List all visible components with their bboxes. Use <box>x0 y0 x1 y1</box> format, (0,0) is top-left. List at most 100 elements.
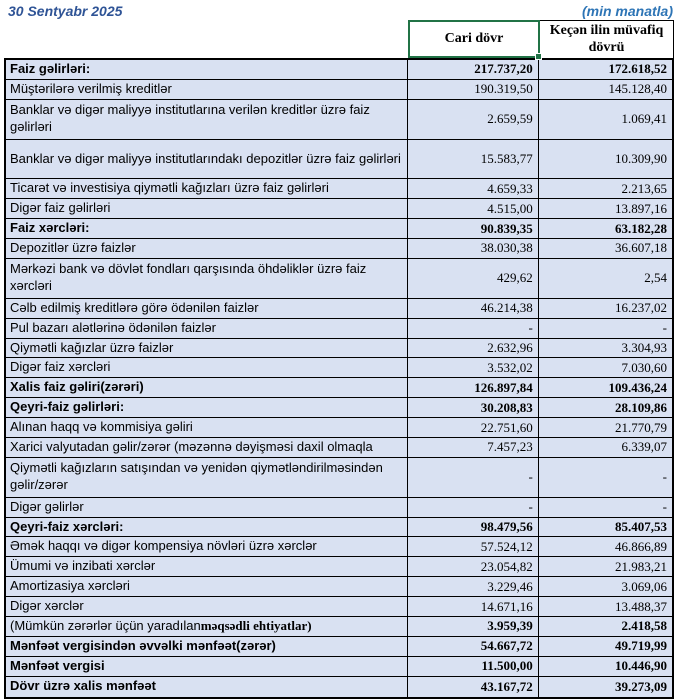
row-label-cell[interactable]: Müştərilərə verilmiş kreditlər <box>6 79 408 99</box>
row-label-cell[interactable]: Cəlb edilmiş kreditlərə görə ödənilən fa… <box>6 298 408 318</box>
column-header-row: Cari dövr Keçən ilin müvafiq dövrü <box>4 20 674 60</box>
previous-period-cell[interactable]: 85.407,53 <box>538 517 672 537</box>
row-label-cell[interactable]: Dövr üzrə xalis mənfəət <box>6 676 408 697</box>
previous-period-cell[interactable]: 21.770,79 <box>538 418 672 437</box>
current-period-cell[interactable]: 54.667,72 <box>407 636 539 656</box>
row-label-cell[interactable]: Xalis faiz gəliri(zərəri) <box>6 378 408 398</box>
previous-period-cell[interactable]: 49.719,99 <box>538 636 672 656</box>
row-label-cell[interactable]: Qeyri-faiz gəlirləri: <box>6 398 408 418</box>
previous-period-cell[interactable]: 13.488,37 <box>538 597 672 616</box>
current-period-cell[interactable]: 429,62 <box>407 258 539 298</box>
previous-period-cell[interactable]: 3.304,93 <box>538 338 672 358</box>
report-date: 30 Sentyabr 2025 <box>8 3 123 19</box>
row-label-cell[interactable]: Qiymətli kağızlar üzrə faizlər <box>6 338 408 358</box>
current-period-cell[interactable]: 2.632,96 <box>407 338 539 358</box>
row-label-cell[interactable]: Xarici valyutadan gəlir/zərər (məzənnə d… <box>6 437 408 457</box>
row-label-cell[interactable]: Əmək haqqı və digər kompensiya növləri ü… <box>6 537 408 557</box>
row-label-cell[interactable]: Alınan haqq və kommisiya gəliri <box>6 418 408 437</box>
table-row: Banklar və digər maliyyə institutlarında… <box>6 139 672 180</box>
row-label-cell[interactable]: Faiz xərcləri: <box>6 219 408 239</box>
row-label-cell[interactable]: Digər faiz gəlirləri <box>6 199 408 219</box>
previous-period-cell[interactable]: 109.436,24 <box>538 378 672 398</box>
column-header-current-label: Cari dövr <box>444 30 504 46</box>
previous-period-cell[interactable]: 172.618,52 <box>538 60 672 79</box>
previous-period-cell[interactable]: 10.309,90 <box>538 139 672 179</box>
previous-period-cell[interactable]: 2.213,65 <box>538 179 672 199</box>
previous-period-cell[interactable]: - <box>538 318 672 338</box>
current-period-cell[interactable]: 3.229,46 <box>407 577 539 597</box>
previous-period-cell[interactable]: 1.069,41 <box>538 99 672 139</box>
current-period-cell[interactable]: 126.897,84 <box>407 378 539 398</box>
current-period-cell[interactable]: 4.659,33 <box>407 179 539 199</box>
current-period-cell[interactable]: 43.167,72 <box>407 676 539 697</box>
income-statement-table: Cari dövr Keçən ilin müvafiq dövrü Faiz … <box>4 20 674 699</box>
column-header-current[interactable]: Cari dövr <box>408 20 542 60</box>
previous-period-cell[interactable]: 36.607,18 <box>538 239 672 258</box>
row-label-cell[interactable]: (Mümkün zərərlər üçün yaradılan məqsədli… <box>6 617 408 636</box>
current-period-cell[interactable]: 3.532,02 <box>407 358 539 378</box>
previous-period-cell[interactable]: 10.446,90 <box>538 656 672 676</box>
row-label-cell[interactable]: Digər xərclər <box>6 597 408 616</box>
table-row: Qeyri-faiz gəlirləri: 30.208,83 28.109,86 <box>6 398 672 419</box>
current-period-cell[interactable]: 3.959,39 <box>407 617 539 636</box>
row-label-cell[interactable]: Mənfəət vergisi <box>6 656 408 676</box>
previous-period-cell[interactable]: 7.030,60 <box>538 358 672 378</box>
current-period-cell[interactable]: 2.659,59 <box>407 99 539 139</box>
row-label-cell[interactable]: Pul bazarı alətlərinə ödənilən faizlər <box>6 318 408 338</box>
row-label-cell[interactable]: Mərkəzi bank və dövlət fondları qarşısın… <box>6 258 408 298</box>
current-period-cell[interactable]: - <box>407 318 539 338</box>
current-period-cell[interactable]: 4.515,00 <box>407 199 539 219</box>
current-period-cell[interactable]: 190.319,50 <box>407 79 539 99</box>
previous-period-cell[interactable]: 145.128,40 <box>538 79 672 99</box>
table-row: Faiz xərcləri: 90.839,35 63.182,28 <box>6 219 672 240</box>
current-period-cell[interactable]: 98.479,56 <box>407 517 539 537</box>
selection-fill-handle[interactable] <box>535 53 542 60</box>
row-label-cell[interactable]: Ümumi və inzibati xərclər <box>6 557 408 577</box>
current-period-cell[interactable]: 11.500,00 <box>407 656 539 676</box>
current-period-cell[interactable]: 7.457,23 <box>407 437 539 457</box>
previous-period-cell[interactable]: 6.339,07 <box>538 437 672 457</box>
previous-period-cell[interactable]: 13.897,16 <box>538 199 672 219</box>
table-row: Ümumi və inzibati xərclər 23.054,82 21.983… <box>6 557 672 578</box>
previous-period-cell[interactable]: - <box>538 497 672 517</box>
row-label-cell[interactable]: Mənfəət vergisindən əvvəlki mənfəət(zərə… <box>6 636 408 656</box>
current-period-cell[interactable]: 57.524,12 <box>407 537 539 557</box>
current-period-cell[interactable]: 38.030,38 <box>407 239 539 258</box>
current-period-cell[interactable]: - <box>407 497 539 517</box>
table-row: Qiymətli kağızlar üzrə faizlər 2.632,96 3.… <box>6 338 672 359</box>
row-label-cell[interactable]: Banklar və digər maliyyə institutlarında… <box>6 139 408 179</box>
current-period-cell[interactable]: 15.583,77 <box>407 139 539 179</box>
previous-period-cell[interactable]: 28.109,86 <box>538 398 672 418</box>
previous-period-cell[interactable]: 3.069,06 <box>538 577 672 597</box>
current-period-cell[interactable]: 30.208,83 <box>407 398 539 418</box>
current-period-cell[interactable]: 23.054,82 <box>407 557 539 577</box>
current-period-cell[interactable]: 90.839,35 <box>407 219 539 239</box>
previous-period-cell[interactable]: 16.237,02 <box>538 298 672 318</box>
current-period-cell[interactable]: 46.214,38 <box>407 298 539 318</box>
row-label-cell[interactable]: Digər faiz xərcləri <box>6 358 408 378</box>
current-period-cell[interactable]: 22.751,60 <box>407 418 539 437</box>
row-label-cell[interactable]: Depozitlər üzrə faizlər <box>6 239 408 258</box>
table-row: Digər xərclər 14.671,16 13.488,37 <box>6 597 672 617</box>
previous-period-cell[interactable]: - <box>538 457 672 497</box>
previous-period-cell[interactable]: 63.182,28 <box>538 219 672 239</box>
column-header-previous[interactable]: Keçən ilin müvafiq dövrü <box>540 20 674 58</box>
row-label-cell[interactable]: Qiymətli kağızların satışından və yenidə… <box>6 457 408 497</box>
row-label-cell[interactable]: Amortizasiya xərcləri <box>6 577 408 597</box>
previous-period-cell[interactable]: 39.273,09 <box>538 676 672 697</box>
row-label-cell[interactable]: Faiz gəlirləri: <box>6 60 408 79</box>
previous-period-cell[interactable]: 46.866,89 <box>538 537 672 557</box>
row-label-cell[interactable]: Digər gəlirlər <box>6 497 408 517</box>
previous-period-cell[interactable]: 21.983,21 <box>538 557 672 577</box>
current-period-cell[interactable]: 14.671,16 <box>407 597 539 616</box>
previous-period-cell[interactable]: 2,54 <box>538 258 672 298</box>
current-period-cell[interactable]: 217.737,20 <box>407 60 539 79</box>
row-label-cell[interactable]: Banklar və digər maliyyə institutlarına … <box>6 99 408 139</box>
current-period-cell[interactable]: - <box>407 457 539 497</box>
table-row: Mərkəzi bank və dövlət fondları qarşısın… <box>6 258 672 299</box>
row-label-cell[interactable]: Qeyri-faiz xərcləri: <box>6 517 408 537</box>
row-label-cell[interactable]: Ticarət və investisiya qiymətli kağızlar… <box>6 179 408 199</box>
previous-period-cell[interactable]: 2.418,58 <box>538 617 672 636</box>
table-row: Digər gəlirlər - - <box>6 497 672 518</box>
table-row: Pul bazarı alətlərinə ödənilən faizlər - - <box>6 318 672 339</box>
